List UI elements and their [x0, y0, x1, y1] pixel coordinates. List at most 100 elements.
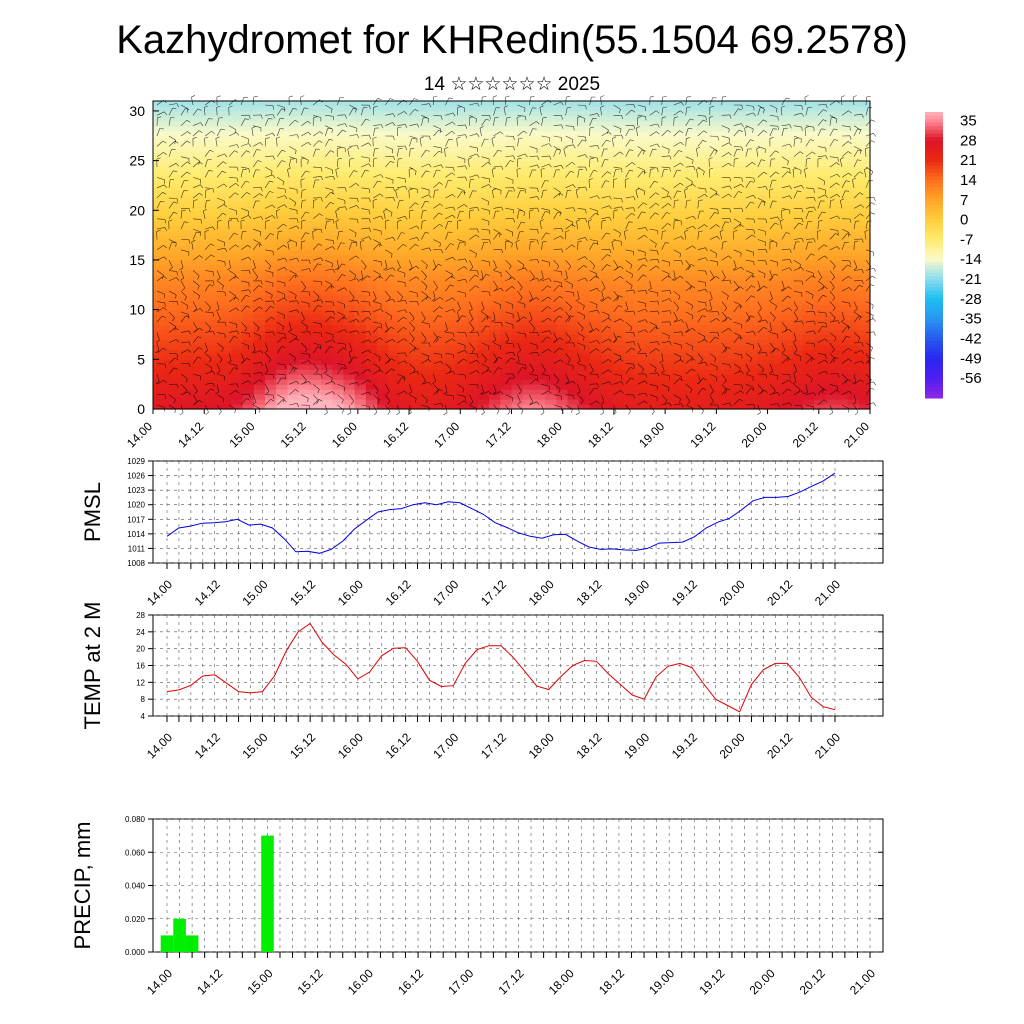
x-tick-label: 17.12	[478, 730, 509, 761]
y-tick-label: 4	[141, 712, 146, 721]
x-tick-label: 16.12	[380, 419, 411, 450]
x-tick-label: 15.12	[287, 730, 318, 761]
y-tick-label: 16	[136, 662, 145, 671]
y-tick-label: 1029	[127, 457, 145, 466]
x-tick-label: 16.00	[329, 419, 360, 450]
x-tick-label: 15.12	[295, 966, 326, 997]
y-axis-label: PMSL	[80, 482, 105, 542]
x-tick-label: 19.00	[621, 730, 652, 761]
temperature-field	[153, 101, 871, 410]
y-tick-label: 1017	[127, 515, 145, 524]
wind-barbs	[155, 95, 877, 416]
x-tick-label: 16.12	[395, 966, 426, 997]
x-tick-label: 17.00	[430, 577, 461, 608]
pmsl-line	[166, 472, 836, 554]
x-tick-label: 14.12	[192, 730, 223, 761]
x-tick-label: 17.00	[431, 419, 462, 450]
y-tick-label: 10	[129, 302, 145, 318]
x-tick-label: 16.12	[383, 730, 414, 761]
colorbar-label: -56	[960, 370, 982, 387]
chart-subtitle: 14 ☆☆☆☆☆☆ 2025	[423, 74, 601, 95]
colorbar-label: -35	[960, 311, 982, 328]
colorbar-label: -21	[960, 271, 982, 288]
y-tick-label: 12	[136, 678, 145, 687]
precip-bar	[261, 835, 274, 952]
colorbar-label: -28	[960, 291, 982, 308]
colorbar-label: -14	[960, 251, 982, 268]
y-tick-label: 5	[137, 351, 145, 367]
y-tick-label: 0.040	[125, 882, 146, 891]
x-tick-label: 15.12	[278, 419, 309, 450]
y-tick-label: 28	[136, 611, 145, 620]
x-tick-label: 16.12	[383, 577, 414, 608]
x-tick-label: 20.12	[790, 419, 821, 450]
x-tick-label: 19.00	[621, 577, 652, 608]
y-tick-label: 25	[129, 153, 145, 169]
x-tick-label: 18.00	[526, 730, 557, 761]
x-tick-label: 19.12	[696, 966, 727, 997]
x-tick-label: 18.12	[573, 577, 604, 608]
y-tick-label: 0.020	[125, 915, 146, 924]
colorbar	[925, 112, 943, 399]
x-tick-label: 17.00	[430, 730, 461, 761]
x-tick-label: 17.00	[445, 966, 476, 997]
x-tick-label: 17.12	[495, 966, 526, 997]
y-axis-label: PRECIP, mm	[70, 822, 95, 950]
precip-bar	[160, 935, 174, 952]
x-tick-label: 15.00	[244, 966, 275, 997]
x-tick-label: 14.12	[175, 419, 206, 450]
x-tick-label: 19.12	[669, 577, 700, 608]
x-tick-label: 15.00	[239, 730, 270, 761]
x-tick-label: 18.12	[585, 419, 616, 450]
x-tick-label: 18.00	[526, 577, 557, 608]
precip-bar	[185, 935, 199, 952]
colorbar-label: -49	[960, 350, 982, 367]
x-tick-label: 14.12	[194, 966, 225, 997]
y-tick-label: 1023	[127, 486, 145, 495]
x-tick-label: 20.00	[739, 419, 770, 450]
x-tick-label: 16.00	[345, 966, 376, 997]
y-tick-label: 30	[129, 103, 145, 119]
colorbar-label: -7	[960, 231, 973, 248]
y-tick-label: 1014	[127, 530, 145, 539]
x-tick-label: 15.00	[226, 419, 257, 450]
x-tick-label: 21.00	[812, 730, 843, 761]
chart-title: Kazhydromet for KHRedin(55.1504 69.2578)	[116, 18, 908, 62]
x-tick-label: 18.12	[596, 966, 627, 997]
x-tick-label: 16.00	[335, 730, 366, 761]
x-tick-label: 21.00	[812, 577, 843, 608]
x-tick-label: 16.00	[335, 577, 366, 608]
y-tick-label: 8	[141, 695, 146, 704]
temp-panel: 4 8 12 16 20 24 28 14.00 14.12 15.00 15.12 16.00 16.…	[80, 602, 884, 761]
y-tick-label: 0.000	[125, 948, 146, 957]
y-tick-label: 0	[137, 401, 145, 417]
x-tick-label: 21.00	[847, 966, 878, 997]
colorbar-label: 28	[960, 132, 977, 149]
x-tick-label: 19.00	[636, 419, 667, 450]
precip-bar	[173, 918, 186, 953]
y-tick-label: 1008	[127, 559, 145, 568]
x-tick-label: 20.12	[764, 730, 795, 761]
x-tick-label: 20.00	[717, 577, 748, 608]
y-tick-label: 1020	[127, 501, 145, 510]
pmsl-panel: 1008 1011 1014 1017 1020 1023 1026 1029 14.00 14.…	[80, 457, 884, 608]
x-tick-label: 14.00	[144, 730, 175, 761]
y-tick-label: 24	[136, 628, 145, 637]
y-axis-label: TEMP at 2 M	[80, 602, 105, 730]
x-tick-label: 20.12	[764, 577, 795, 608]
x-tick-label: 18.00	[546, 966, 577, 997]
x-tick-label: 21.00	[841, 419, 872, 450]
y-tick-label: 20	[136, 645, 145, 654]
x-tick-label: 14.12	[192, 577, 223, 608]
colorbar-label: 21	[960, 152, 977, 169]
x-tick-label: 17.12	[482, 419, 513, 450]
plot-frame	[152, 460, 884, 564]
y-tick-label: 0.080	[125, 815, 146, 824]
x-tick-label: 20.12	[797, 966, 828, 997]
cross-section-panel: 0 5 10 15 20 25 30 14.00 14.12 15.00 15.12 16.00 16.…	[124, 95, 982, 450]
y-tick-label: 20	[129, 202, 145, 218]
x-tick-label: 14.00	[124, 419, 155, 450]
x-tick-label: 20.00	[747, 966, 778, 997]
x-tick-label: 19.12	[669, 730, 700, 761]
colorbar-label: -42	[960, 331, 982, 348]
